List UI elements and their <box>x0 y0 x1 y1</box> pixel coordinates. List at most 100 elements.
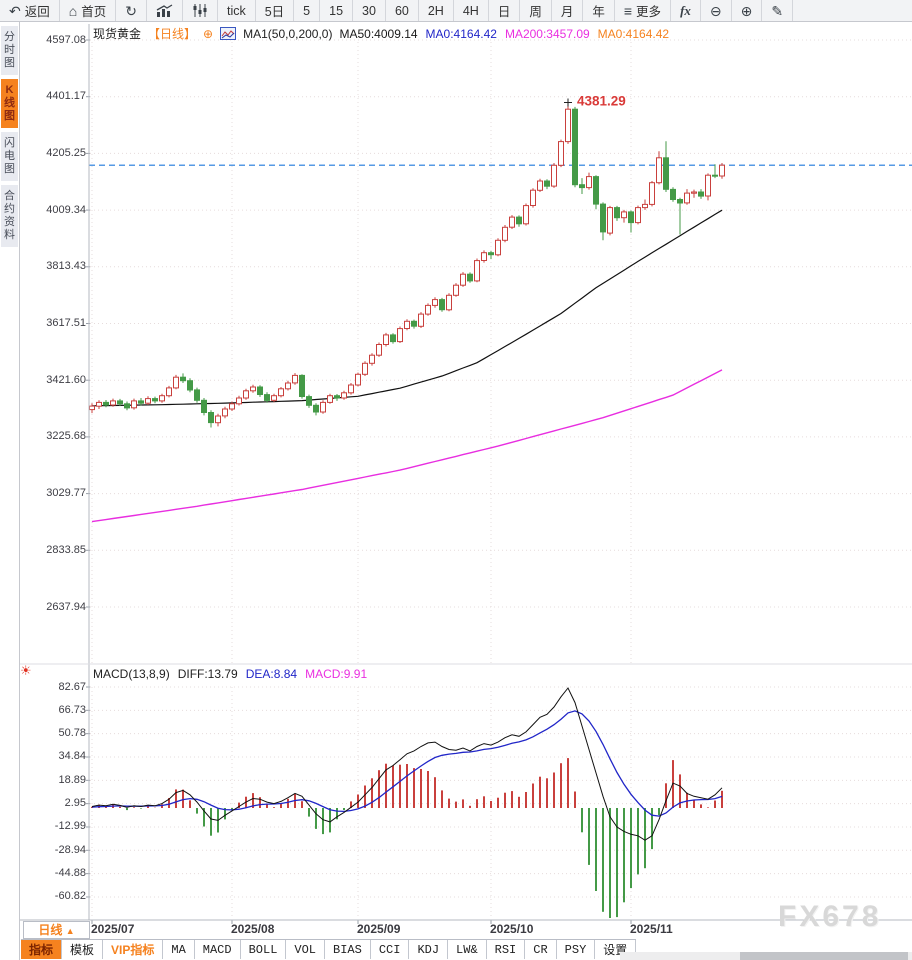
toolbar-zoom-out-button[interactable]: ⊖ <box>701 0 732 21</box>
ma-value-1: MA0:4164.42 <box>425 26 497 41</box>
indicator-tab-templates[interactable]: 模板 <box>62 940 104 959</box>
toolbar-refresh-button[interactable]: ↻ <box>116 0 147 21</box>
macd-histogram <box>91 758 723 918</box>
indicator-tab-psy[interactable]: PSY <box>557 940 596 959</box>
toolbar-15-min-button[interactable]: 15 <box>320 0 354 21</box>
toolbar-bar-chart-button[interactable] <box>147 0 183 21</box>
indicator-tab-cr[interactable]: CR <box>525 940 557 959</box>
top-toolbar: ↶ 返回 ⌂ 首页 ↻ tick 5日 5 15 30 60 2H 4H 日周月年 ≡ 更多 fx ⊖ ⊕ ✎ <box>0 0 912 22</box>
macd-axis-label: -12.99 <box>54 820 86 833</box>
timeframe-dropdown-label: 日线 <box>38 923 63 937</box>
dropdown-arrow-icon: ▲ <box>65 926 75 936</box>
add-indicator-icon[interactable]: ⊕ <box>203 26 214 41</box>
toolbar-label: 返回 <box>24 5 50 19</box>
toolbar-tick-button[interactable]: tick <box>218 0 256 21</box>
macd-axis-label: -28.94 <box>54 843 86 856</box>
toolbar-label: 日 <box>497 5 511 19</box>
toolbar-2-hour-button[interactable]: 2H <box>419 0 454 21</box>
date-axis-label: 2025/08 <box>231 922 275 936</box>
price-axis-label: 3421.60 <box>46 373 86 386</box>
macd-value: MACD:9.91 <box>305 667 368 681</box>
scrollbar-thumb[interactable] <box>740 952 908 960</box>
candles-icon <box>192 4 208 17</box>
toolbar-30-min-button[interactable]: 30 <box>353 0 386 21</box>
price-axis-label: 4205.25 <box>46 146 86 159</box>
indicator-tab-cci[interactable]: CCI <box>371 940 410 959</box>
toolbar-label: 更多 <box>636 5 662 19</box>
fx-icon: fx <box>680 3 691 18</box>
toolbar-label: 5 <box>303 3 311 18</box>
price-axis-label: 3617.51 <box>46 317 86 329</box>
toolbar-fx-functions-button[interactable]: fx <box>671 0 701 21</box>
indicator-tab-boll[interactable]: BOLL <box>241 940 287 959</box>
macd-axis-label: 50.78 <box>58 727 86 740</box>
peak-price-label: 4381.29 <box>577 94 626 109</box>
timeframe-dropdown[interactable]: 日线 ▲ <box>23 921 90 939</box>
symbol-title: 现货黄金 <box>93 27 142 41</box>
watermark: FX678 <box>778 900 882 933</box>
indicator-tab-rsi[interactable]: RSI <box>487 940 526 959</box>
ma-value-2: MA200:3457.09 <box>504 26 590 41</box>
ma-values: MA50:4009.14 MA0:4164.42 MA200:3457.09 MA0:… <box>339 27 669 41</box>
home-icon: ⌂ <box>68 2 78 19</box>
indicator-tab-ma[interactable]: MA <box>163 940 195 959</box>
toolbar-candlestick-button[interactable] <box>183 0 218 21</box>
macd-axis-label: 82.67 <box>58 680 86 693</box>
toolbar-label: 月 <box>560 5 574 19</box>
horizontal-scrollbar[interactable] <box>620 952 912 960</box>
toolbar-monthly-button[interactable]: 月 <box>552 0 584 21</box>
toolbar-weekly-button[interactable]: 周 <box>520 0 552 21</box>
price-axis-label: 2637.94 <box>46 600 86 613</box>
sidebar-item-lightning-chart[interactable]: 闪电图 <box>1 132 18 181</box>
zoom-out-icon: ⊖ <box>709 2 722 19</box>
indicator-tab-indicators[interactable]: 指标 <box>21 940 63 959</box>
back-icon: ↶ <box>9 2 21 19</box>
price-axis-label: 4009.34 <box>46 203 86 216</box>
toolbar-daily-button[interactable]: 日 <box>489 0 521 21</box>
macd-axis-label: 18.89 <box>58 773 86 786</box>
indicator-tab-kdj[interactable]: KDJ <box>409 940 449 959</box>
sidebar-item-kline-chart[interactable]: K线图 <box>1 79 18 128</box>
chart-canvas[interactable]: 4381.29 <box>20 22 912 960</box>
indicator-tab-vol[interactable]: VOL <box>286 940 326 959</box>
toolbar-5-day-button[interactable]: 5日 <box>256 0 295 21</box>
zoom-in-icon: ⊕ <box>740 2 753 19</box>
mini-chart-icon[interactable] <box>220 27 237 40</box>
date-axis-label: 2025/09 <box>357 922 401 936</box>
toolbar-zoom-in-button[interactable]: ⊕ <box>732 0 763 21</box>
menu-icon: ≡ <box>623 2 633 19</box>
toolbar-label: 首页 <box>81 5 107 19</box>
macd-pane-settings-icon[interactable]: ☀ <box>20 663 32 678</box>
macd-dea-value: DEA:8.84 <box>245 667 298 681</box>
toolbar-5-min-button[interactable]: 5 <box>294 0 321 21</box>
indicator-tab-bias[interactable]: BIAS <box>325 940 371 959</box>
toolbar-60-min-button[interactable]: 60 <box>386 0 419 21</box>
toolbar-draw-button[interactable]: ✎ <box>762 0 794 21</box>
toolbar-label: 周 <box>529 5 542 19</box>
date-axis-label: 2025/11 <box>630 922 673 936</box>
dea-line <box>91 710 723 817</box>
sidebar-item-contract-info[interactable]: 合约资料 <box>1 185 18 247</box>
price-axis-label: 3029.77 <box>46 487 86 500</box>
indicator-tab-lw[interactable]: LW& <box>448 940 487 959</box>
toolbar-home-button[interactable]: ⌂ 首页 <box>60 0 117 21</box>
toolbar-label: tick <box>226 3 246 18</box>
toolbar-label: 2H <box>427 3 444 18</box>
macd-axis-label: -60.82 <box>54 890 86 903</box>
indicator-tab-macd[interactable]: MACD <box>195 940 241 959</box>
toolbar-back-button[interactable]: ↶ 返回 <box>0 0 60 21</box>
ma50-line <box>91 209 723 407</box>
toolbar-yearly-button[interactable]: 年 <box>583 0 615 21</box>
toolbar-label: 60 <box>394 3 409 18</box>
indicator-tab-vip-indicators[interactable]: VIP指标 <box>103 940 164 959</box>
ma-value-0: MA50:4009.14 <box>339 26 418 41</box>
toolbar-more-button[interactable]: ≡ 更多 <box>615 0 672 21</box>
sidebar-item-time-chart[interactable]: 分时图 <box>1 26 18 75</box>
toolbar-4-hour-button[interactable]: 4H <box>454 0 489 21</box>
macd-diff-value: DIFF:13.79 <box>177 667 238 681</box>
grid <box>90 39 912 918</box>
diff-line <box>91 687 723 841</box>
axis-frame <box>20 24 912 921</box>
chart-type-sidebar: 分时图 K线图闪电图合约资料 <box>0 22 20 960</box>
pencil-icon: ✎ <box>771 2 784 19</box>
